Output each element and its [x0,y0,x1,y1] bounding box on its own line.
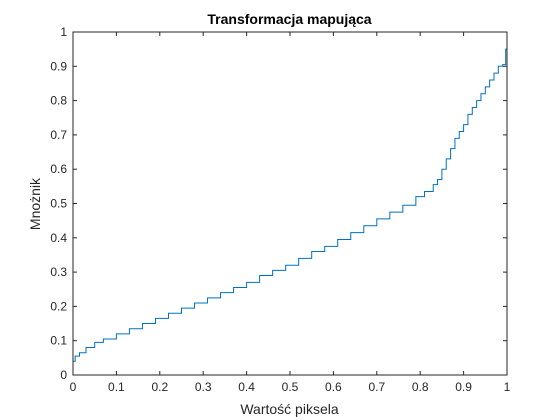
y-tick-label: 1 [60,25,67,39]
x-tick-label: 1 [504,380,511,394]
x-axis-label: Wartość piksela [240,401,339,417]
y-tick-label: 0.7 [50,128,67,142]
y-tick-label: 0.4 [50,231,67,245]
y-axis-label: Mnożnik [27,177,43,230]
x-tick-label: 0.2 [151,380,168,394]
plot-area [73,32,507,375]
x-tick-label: 0.8 [412,380,429,394]
y-tick-label: 0.2 [50,299,67,313]
y-tick-label: 0.3 [50,265,67,279]
series-line [72,32,508,375]
y-tick-label: 0.1 [50,334,67,348]
x-tick-label: 0.5 [282,380,299,394]
y-tick-labels: 0 0.1 0.2 0.3 0.4 0.5 0.6 0.7 0.8 0.9 1 [50,25,67,382]
x-tick-label: 0.4 [238,380,255,394]
x-tick-label: 0.7 [368,380,385,394]
x-tick-label: 0.6 [325,380,342,394]
chart-title: Transformacja mapująca [207,11,371,27]
x-tick-label: 0.9 [455,380,472,394]
x-tick-label: 0.3 [195,380,212,394]
x-tick-labels: 0 0.1 0.2 0.3 0.4 0.5 0.6 0.7 0.8 0.9 1 [70,380,511,394]
y-tick-label: 0.9 [50,59,67,73]
x-tick-label: 0 [70,380,77,394]
x-tick-label: 0.1 [108,380,125,394]
y-tick-label: 0.5 [50,197,67,211]
y-tick-label: 0 [60,368,67,382]
y-tick-label: 0.8 [50,94,67,108]
axes-box [72,31,508,376]
y-tick-label: 0.6 [50,162,67,176]
